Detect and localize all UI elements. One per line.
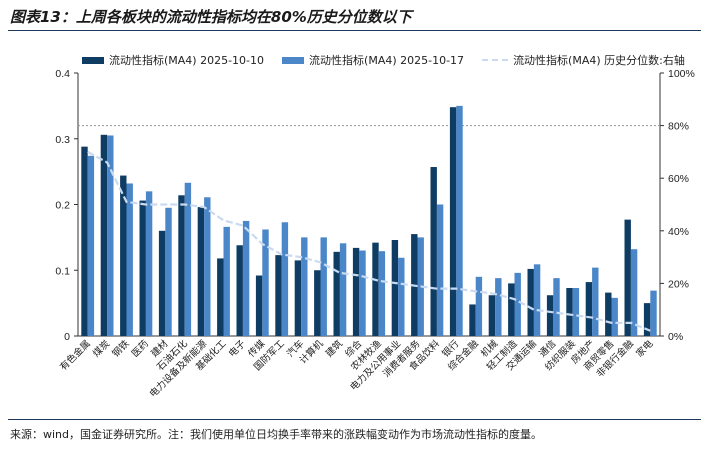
- bar-series1: [333, 251, 340, 336]
- legend-item-series2: 流动性指标(MA4) 2025-10-17: [282, 52, 464, 68]
- bar-series2: [145, 191, 153, 336]
- bottom-rule: [8, 419, 701, 420]
- left-tick-label: 0.1: [55, 265, 70, 277]
- bar-series1: [527, 268, 534, 336]
- bar-series1: [449, 107, 457, 336]
- bar-series2: [514, 272, 521, 336]
- bar-series2: [262, 229, 269, 336]
- right-tick-label: 60%: [668, 173, 689, 185]
- bar-series2: [436, 204, 444, 336]
- bar-series1: [430, 167, 437, 336]
- bar-series2: [301, 237, 308, 336]
- bar-series2: [650, 290, 657, 336]
- left-tick-label: 0.3: [55, 134, 70, 146]
- bar-series1: [546, 295, 554, 336]
- bar-series1: [217, 258, 224, 336]
- right-tick-label: 100%: [668, 68, 695, 80]
- left-tick-label: 0.2: [55, 200, 70, 212]
- bar-series1: [255, 275, 263, 336]
- category-label: 电子: [226, 337, 248, 359]
- bar-series2: [572, 288, 580, 336]
- bar-series1: [139, 200, 146, 336]
- bar-series2: [107, 135, 114, 336]
- bar-series1: [352, 247, 360, 336]
- legend-label-series2: 流动性指标(MA4) 2025-10-17: [309, 54, 465, 67]
- bar-series1: [178, 195, 185, 336]
- bar-series1: [314, 270, 321, 336]
- bar-series1: [624, 219, 631, 336]
- legend-item-series1: 流动性指标(MA4) 2025-10-10: [82, 52, 264, 68]
- category-label: 家电: [633, 337, 655, 359]
- bar-series2: [359, 250, 366, 336]
- bar-series2: [475, 276, 483, 336]
- bar-series2: [87, 155, 95, 336]
- bar-series2: [223, 226, 230, 336]
- legend-label-series3: 流动性指标(MA4) 历史分位数:右轴: [513, 54, 685, 67]
- bar-series1: [81, 146, 88, 336]
- bar-series2: [204, 197, 211, 336]
- figure-title: 图表13：上周各板块的流动性指标均在80%历史分位数以下: [10, 8, 412, 26]
- right-tick-label: 20%: [668, 278, 689, 290]
- right-tick-label: 0%: [668, 331, 683, 343]
- bar-series2: [339, 243, 347, 336]
- legend-swatch-series2: [282, 56, 305, 64]
- bar-series1: [488, 295, 496, 336]
- category-label: 建筑: [323, 337, 345, 359]
- bar-series1: [100, 134, 108, 336]
- bar-series1: [294, 260, 302, 336]
- bar-series2: [495, 278, 502, 336]
- bar-series1: [643, 303, 651, 336]
- left-tick-label: 0.4: [55, 68, 70, 80]
- bar-chart: 0 0.1 0.2 0.3 0.4 0% 20% 40% 60% 80% 100% 有色金属煤炭钢铁医…: [55, 68, 695, 400]
- bar-series2: [242, 220, 250, 336]
- bar-series1: [372, 242, 379, 336]
- bar-series2: [553, 278, 560, 336]
- bar-series2: [126, 183, 133, 336]
- bar-series2: [398, 257, 405, 336]
- right-tick-label: 40%: [668, 226, 689, 238]
- bar-series2: [630, 249, 638, 336]
- legend-swatch-series1: [82, 56, 104, 64]
- bar-series1: [120, 175, 127, 336]
- bar-series1: [275, 255, 282, 336]
- category-label: 有色金属: [57, 338, 92, 373]
- bar-series2: [611, 297, 618, 336]
- chart-legend: 流动性指标(MA4) 2025-10-10 流动性指标(MA4) 2025-10…: [82, 52, 703, 68]
- bar-series1: [585, 282, 593, 336]
- bar-series2: [456, 105, 463, 336]
- bar-series2: [592, 267, 599, 336]
- category-label: 钢铁: [110, 337, 132, 359]
- bar-series1: [158, 230, 166, 336]
- bar-series1: [197, 207, 205, 336]
- percentile-line: [87, 150, 651, 332]
- source-note: 来源：wind，国金证券研究所。注：我们使用单位日均换手率带来的涨跌幅变动作为市…: [10, 428, 543, 441]
- legend-label-series1: 流动性指标(MA4) 2025-10-10: [109, 54, 265, 67]
- category-label: 医药: [130, 338, 151, 359]
- legend-item-series3: 流动性指标(MA4) 历史分位数:右轴: [482, 52, 685, 68]
- bar-series1: [469, 304, 476, 336]
- bar-series2: [184, 182, 192, 336]
- bar-series1: [566, 288, 573, 336]
- bar-series1: [236, 245, 243, 336]
- legend-swatch-series3: [482, 59, 509, 61]
- bar-series2: [320, 237, 327, 336]
- top-rule: [8, 30, 701, 31]
- bar-series1: [605, 292, 612, 336]
- right-tick-label: 80%: [668, 121, 689, 133]
- bar-series2: [378, 251, 386, 336]
- category-label: 煤炭: [90, 337, 112, 359]
- bar-series1: [508, 283, 515, 336]
- bar-series1: [391, 240, 399, 336]
- left-tick-label: 0: [64, 331, 70, 343]
- bar-series2: [533, 264, 541, 336]
- bar-series2: [281, 222, 289, 336]
- bar-series2: [165, 207, 172, 336]
